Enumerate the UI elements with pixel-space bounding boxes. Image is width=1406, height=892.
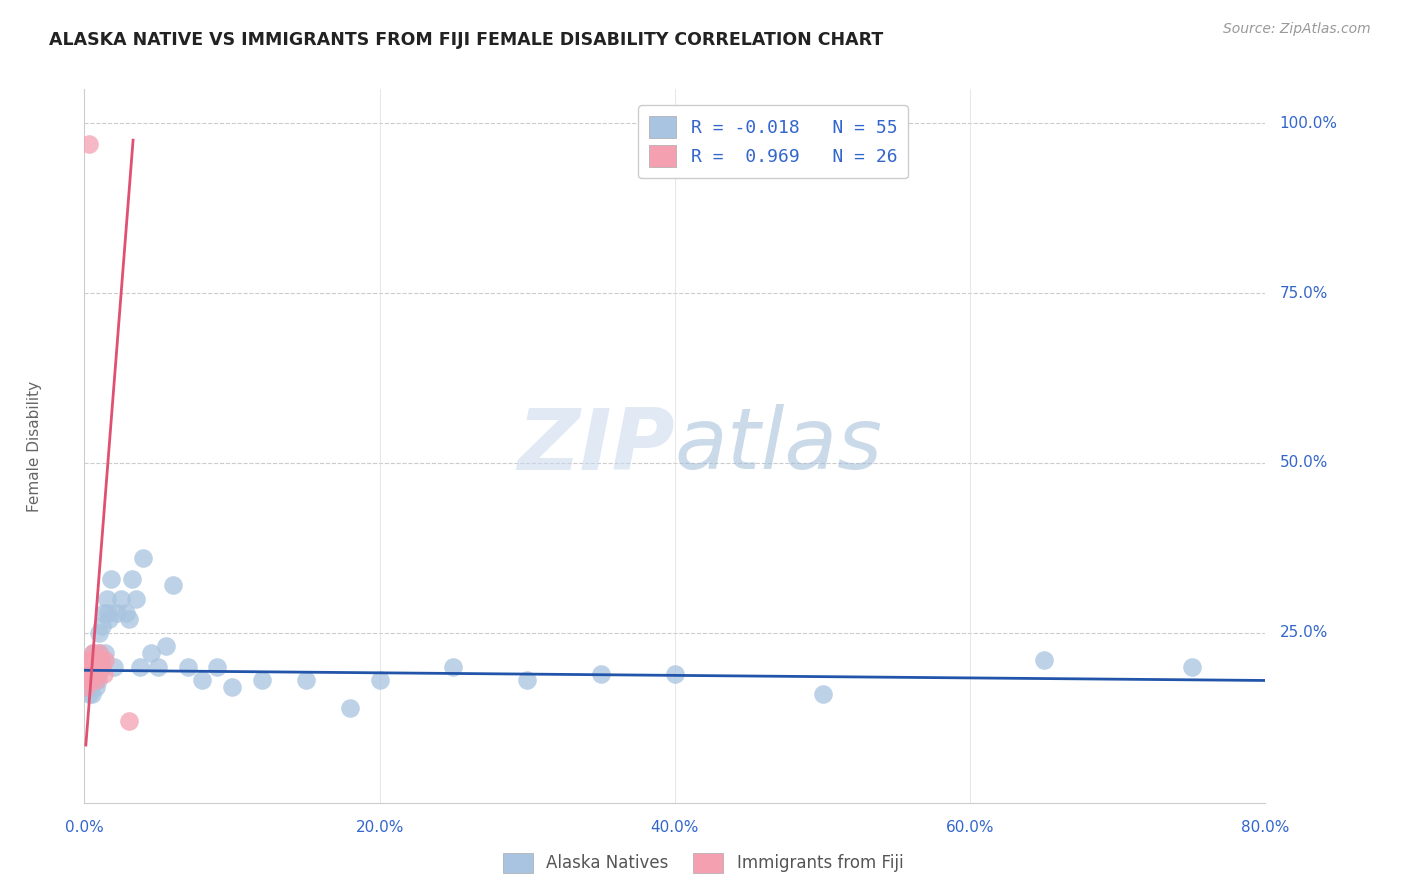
- Point: [295, 673, 318, 688]
- Point: [139, 646, 162, 660]
- Point: [87, 646, 111, 660]
- Text: ZIP: ZIP: [517, 404, 675, 488]
- Point: [87, 646, 111, 660]
- Point: [250, 673, 273, 688]
- Point: [77, 666, 100, 681]
- Text: 50.0%: 50.0%: [1279, 456, 1327, 470]
- Point: [86, 666, 108, 681]
- Point: [76, 673, 98, 688]
- Point: [82, 660, 104, 674]
- Point: [83, 653, 105, 667]
- Text: 20.0%: 20.0%: [356, 820, 404, 835]
- Point: [125, 591, 148, 606]
- Point: [177, 660, 200, 674]
- Point: [86, 653, 108, 667]
- Point: [80, 653, 103, 667]
- Point: [94, 653, 117, 667]
- Point: [79, 673, 101, 688]
- Point: [82, 646, 104, 660]
- Point: [103, 660, 125, 674]
- Point: [121, 572, 143, 586]
- Point: [80, 687, 103, 701]
- Point: [591, 666, 613, 681]
- Point: [82, 646, 104, 660]
- Point: [155, 640, 177, 654]
- Legend: Alaska Natives, Immigrants from Fiji: Alaska Natives, Immigrants from Fiji: [496, 847, 910, 880]
- Point: [100, 572, 122, 586]
- Point: [75, 673, 97, 688]
- Point: [118, 714, 141, 729]
- Point: [205, 660, 228, 674]
- Point: [98, 612, 121, 626]
- Point: [221, 680, 243, 694]
- Point: [86, 660, 108, 674]
- Point: [87, 626, 111, 640]
- Text: ALASKA NATIVE VS IMMIGRANTS FROM FIJI FEMALE DISABILITY CORRELATION CHART: ALASKA NATIVE VS IMMIGRANTS FROM FIJI FE…: [49, 31, 883, 49]
- Point: [84, 666, 107, 681]
- Point: [148, 660, 170, 674]
- Point: [79, 673, 101, 688]
- Point: [93, 666, 115, 681]
- Point: [368, 673, 391, 688]
- Text: 40.0%: 40.0%: [651, 820, 699, 835]
- Point: [94, 646, 117, 660]
- Point: [83, 653, 105, 667]
- Point: [75, 666, 97, 681]
- Point: [441, 660, 464, 674]
- Point: [664, 666, 686, 681]
- Point: [339, 700, 361, 714]
- Point: [105, 606, 128, 620]
- Point: [96, 591, 118, 606]
- Point: [1180, 660, 1202, 674]
- Point: [91, 619, 114, 633]
- Point: [93, 606, 115, 620]
- Point: [516, 673, 538, 688]
- Point: [84, 680, 107, 694]
- Point: [79, 660, 101, 674]
- Text: atlas: atlas: [675, 404, 883, 488]
- Point: [77, 136, 100, 151]
- Text: 100.0%: 100.0%: [1279, 116, 1337, 131]
- Point: [80, 666, 103, 681]
- Point: [75, 680, 97, 694]
- Point: [90, 660, 112, 674]
- Point: [132, 551, 155, 566]
- Point: [76, 660, 98, 674]
- Point: [191, 673, 214, 688]
- Point: [80, 666, 103, 681]
- Point: [86, 673, 108, 688]
- Text: 75.0%: 75.0%: [1279, 285, 1327, 301]
- Point: [90, 653, 112, 667]
- Text: Female Disability: Female Disability: [27, 380, 42, 512]
- Point: [118, 612, 141, 626]
- Point: [82, 660, 104, 674]
- Point: [97, 606, 120, 620]
- Point: [83, 666, 105, 681]
- Point: [114, 606, 136, 620]
- Point: [83, 673, 105, 688]
- Point: [76, 680, 98, 694]
- Point: [110, 591, 132, 606]
- Point: [162, 578, 184, 592]
- Point: [84, 660, 107, 674]
- Point: [76, 666, 98, 681]
- Point: [811, 687, 834, 701]
- Point: [77, 687, 100, 701]
- Point: [77, 653, 100, 667]
- Text: 0.0%: 0.0%: [65, 820, 104, 835]
- Point: [77, 660, 100, 674]
- Text: 25.0%: 25.0%: [1279, 625, 1327, 640]
- Point: [84, 673, 107, 688]
- Point: [87, 660, 111, 674]
- Point: [91, 660, 114, 674]
- Text: Source: ZipAtlas.com: Source: ZipAtlas.com: [1223, 22, 1371, 37]
- Text: 60.0%: 60.0%: [946, 820, 994, 835]
- Point: [129, 660, 152, 674]
- Point: [79, 680, 101, 694]
- Legend: R = -0.018   N = 55, R =  0.969   N = 26: R = -0.018 N = 55, R = 0.969 N = 26: [638, 105, 908, 178]
- Text: 80.0%: 80.0%: [1241, 820, 1289, 835]
- Point: [1032, 653, 1054, 667]
